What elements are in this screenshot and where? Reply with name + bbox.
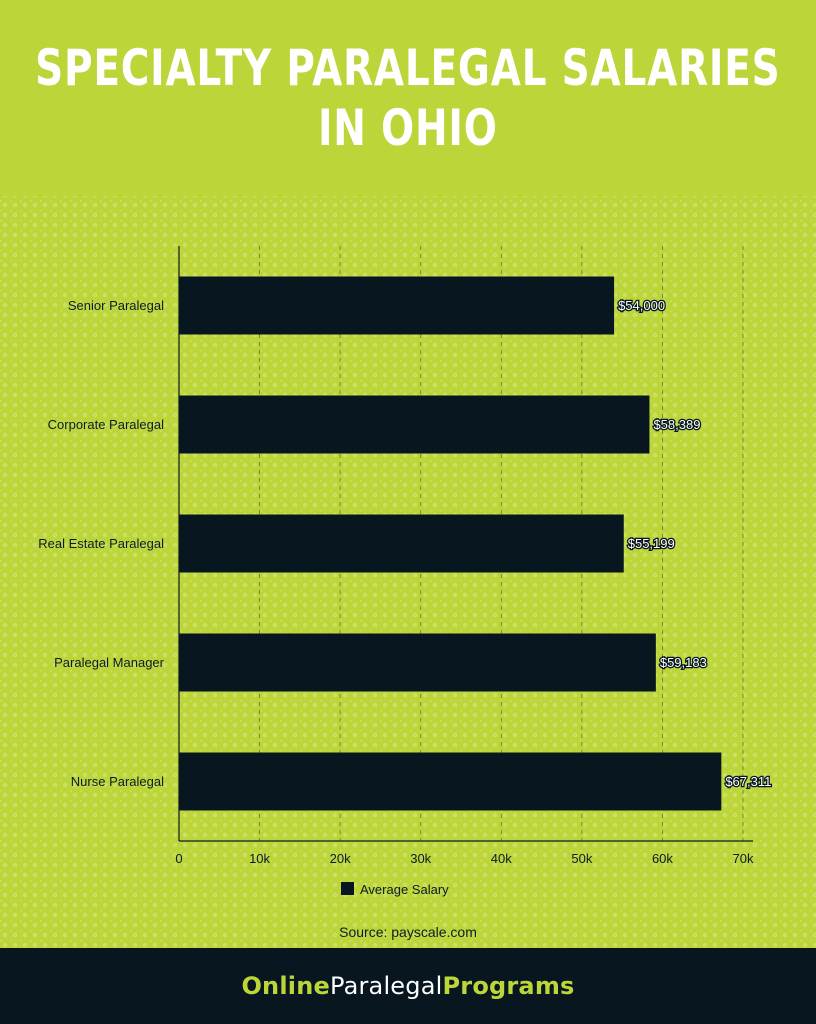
data-label: $54,000 <box>618 298 665 313</box>
category-label: Corporate Paralegal <box>48 417 164 432</box>
brand-online: Online <box>241 972 330 1000</box>
category-label: Senior Paralegal <box>68 298 164 313</box>
data-label: $67,311 <box>725 774 771 789</box>
bar-paralegal-manager <box>179 633 656 692</box>
x-tick-label: 50k <box>571 851 592 866</box>
source-note: Source: payscale.com <box>339 924 477 940</box>
x-tick-label: 30k <box>410 851 431 866</box>
x-tick-label: 70k <box>733 851 754 866</box>
legend-swatch <box>341 882 354 895</box>
category-label: Paralegal Manager <box>54 655 165 670</box>
title-line-1: SPECIALTY PARALEGAL SALARIES <box>35 39 781 97</box>
bar-real-estate-paralegal <box>179 514 624 573</box>
data-label: $55,199 <box>628 536 675 551</box>
category-label: Real Estate Paralegal <box>38 536 164 551</box>
x-tick-label: 0 <box>175 851 182 866</box>
brand-logo: OnlineParalegalPrograms <box>241 972 574 1000</box>
page-title: SPECIALTY PARALEGAL SALARIES IN OHIO <box>35 38 780 158</box>
header-banner: SPECIALTY PARALEGAL SALARIES IN OHIO <box>0 0 816 196</box>
x-tick-label: 60k <box>652 851 673 866</box>
x-tick-label: 40k <box>491 851 512 866</box>
data-label: $59,183 <box>660 655 707 670</box>
x-tick-label: 20k <box>330 851 351 866</box>
brand-paralegal: Paralegal <box>329 972 443 1000</box>
bar-chart: $54,000 Senior Paralegal $58,389 Corporate … <box>38 246 773 897</box>
footer-bar: OnlineParalegalPrograms <box>0 948 816 1024</box>
category-label: Nurse Paralegal <box>71 774 164 789</box>
legend-label: Average Salary <box>360 882 449 897</box>
title-line-2: IN OHIO <box>318 99 498 157</box>
data-label: $58,389 <box>653 417 700 432</box>
x-tick-label: 10k <box>249 851 270 866</box>
bar-nurse-paralegal <box>179 752 722 811</box>
bar-corporate-paralegal <box>179 395 650 454</box>
brand-programs: Programs <box>442 972 575 1000</box>
bar-senior-paralegal <box>179 276 615 335</box>
